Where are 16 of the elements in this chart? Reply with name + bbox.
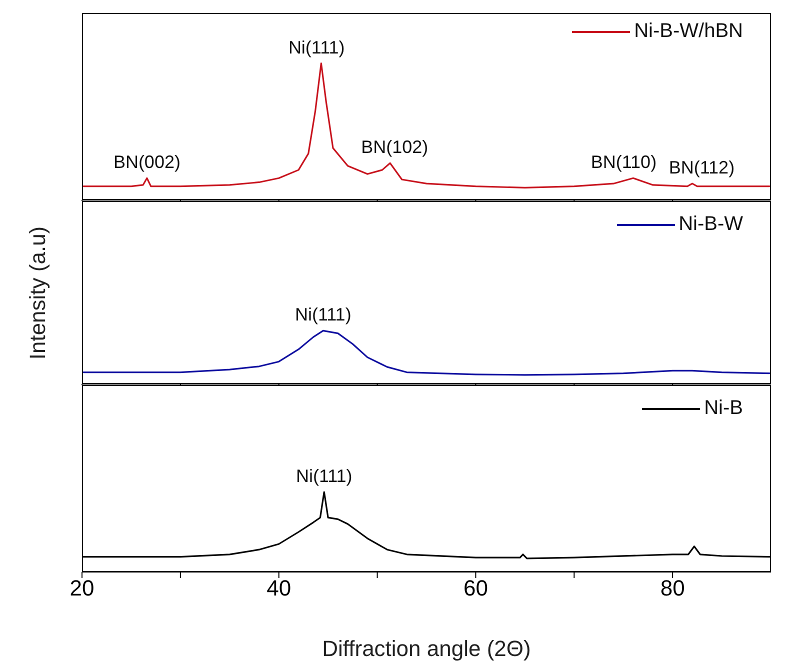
- annotation: Ni(111): [288, 37, 345, 58]
- annotation: Ni(111): [294, 304, 352, 325]
- legend-label: Ni-B: [704, 397, 743, 420]
- legend-label: Ni-B-W/hBN: [634, 20, 743, 43]
- annotation: BN(002): [113, 152, 180, 172]
- x-tick-label: 60: [463, 576, 488, 601]
- annotation: Ni(111): [296, 466, 352, 486]
- annotation: BN(102): [361, 137, 428, 158]
- x-tick-label: 80: [660, 576, 685, 601]
- x-tick-label: 40: [266, 576, 292, 601]
- y-axis-title: Intensity (a.u): [25, 226, 51, 360]
- annotation: BN(110): [590, 152, 657, 172]
- x-axis-title: Diffraction angle (2Θ): [322, 636, 531, 661]
- legend-label: Ni-B-W: [678, 213, 743, 236]
- annotation: BN(112): [668, 158, 735, 178]
- x-tick-label: 20: [70, 576, 94, 601]
